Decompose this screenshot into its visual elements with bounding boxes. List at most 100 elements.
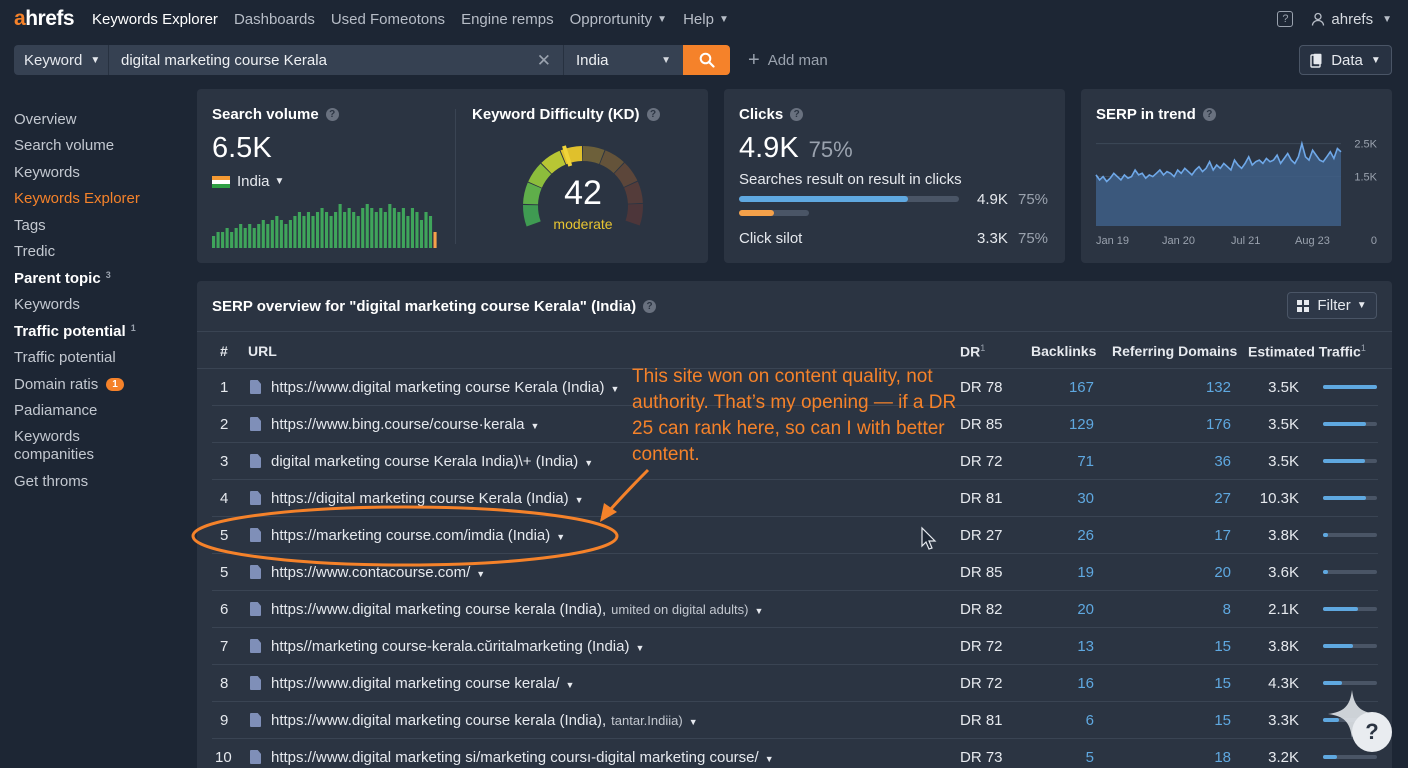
help-chat-button[interactable]: ? bbox=[1352, 712, 1392, 752]
row-referring-domains[interactable]: 15 bbox=[1214, 638, 1231, 655]
sidebar-item-tags[interactable]: Tags bbox=[14, 216, 46, 234]
volume-bar bbox=[406, 216, 410, 248]
table-row[interactable]: 5 https://marketing course.com/imdia (Ind… bbox=[212, 517, 1378, 554]
row-url[interactable]: https://www.digital marketing si/marketi… bbox=[271, 749, 774, 766]
sidebar-item-search-volume[interactable]: Search volume bbox=[14, 137, 115, 155]
row-referring-domains[interactable]: 18 bbox=[1214, 749, 1231, 766]
col-header-referring-domains[interactable]: Referring Domains bbox=[1112, 343, 1238, 359]
table-row[interactable]: 4 https://digital marketing course Kerala… bbox=[212, 480, 1378, 517]
sidebar-item-domain-ratis[interactable]: Domain ratis 1 bbox=[14, 371, 184, 398]
sidebar-item-padiamance[interactable]: Padiamance bbox=[14, 402, 98, 420]
row-url[interactable]: digital marketing course Kerala India)\+… bbox=[271, 453, 593, 470]
col-header-estimated-traffic[interactable]: Estimated Traffic1 bbox=[1248, 343, 1366, 360]
add-button[interactable]: + Add man bbox=[748, 49, 828, 72]
row-url[interactable]: https://www.digital marketing course ker… bbox=[271, 675, 574, 692]
row-url[interactable]: https://digital marketing course Kerala … bbox=[271, 490, 584, 507]
sidebar-item-tredic[interactable]: Tredic bbox=[14, 243, 56, 261]
row-referring-domains[interactable]: 20 bbox=[1214, 564, 1231, 581]
row-backlinks[interactable]: 167 bbox=[1068, 379, 1094, 396]
table-row[interactable]: 3 digital marketing course Kerala India)\… bbox=[212, 443, 1378, 480]
question-icon[interactable]: ? bbox=[790, 108, 804, 121]
keyword-input[interactable]: digital marketing course Kerala ✕ bbox=[109, 45, 564, 75]
row-referring-domains[interactable]: 176 bbox=[1205, 416, 1231, 433]
sidebar-item-keywords-explorer[interactable]: Keywords Explorer bbox=[14, 190, 140, 208]
help-icon[interactable]: ? bbox=[1277, 11, 1294, 27]
nav-dashboards[interactable]: Dashboards bbox=[233, 10, 315, 28]
row-backlinks[interactable]: 13 bbox=[1077, 638, 1094, 655]
row-url[interactable]: https://www.digital marketing course Ker… bbox=[271, 379, 619, 396]
question-icon[interactable]: ? bbox=[646, 108, 660, 121]
table-row[interactable]: 1 https://www.digital marketing course Ke… bbox=[212, 369, 1378, 406]
row-referring-domains[interactable]: 27 bbox=[1214, 490, 1231, 507]
row-referring-domains[interactable]: 36 bbox=[1214, 453, 1231, 470]
nav-opportunity[interactable]: Opprortunity ▼ bbox=[570, 11, 667, 28]
chevron-down-icon[interactable]: ▼ bbox=[688, 717, 698, 727]
sidebar-item-traffic-potential[interactable]: Traffic potential bbox=[14, 349, 116, 367]
chevron-down-icon[interactable]: ▼ bbox=[574, 495, 584, 505]
row-referring-domains[interactable]: 132 bbox=[1205, 379, 1231, 396]
row-backlinks[interactable]: 16 bbox=[1077, 675, 1094, 692]
ahrefs-logo[interactable]: ahrefs bbox=[14, 7, 75, 30]
table-row[interactable]: 2 https://www.bing.course/course·kerala ▼ D… bbox=[212, 406, 1378, 443]
sidebar-item-keywords-2[interactable]: Keywords bbox=[14, 296, 80, 314]
question-icon[interactable]: ? bbox=[643, 300, 657, 313]
row-referring-domains[interactable]: 15 bbox=[1214, 675, 1231, 692]
row-backlinks[interactable]: 26 bbox=[1077, 527, 1094, 544]
row-url[interactable]: https://www.digital marketing course ker… bbox=[271, 601, 763, 618]
nav-keywords-explorer[interactable]: Keywords Explorer bbox=[92, 10, 218, 28]
row-backlinks[interactable]: 129 bbox=[1068, 416, 1094, 433]
row-backlinks[interactable]: 5 bbox=[1085, 749, 1094, 766]
nav-help[interactable]: Help ▼ bbox=[683, 11, 729, 28]
chevron-down-icon[interactable]: ▼ bbox=[476, 569, 486, 579]
sidebar-item-get-throms[interactable]: Get throms bbox=[14, 472, 89, 490]
data-menu-button[interactable]: Data ▼ bbox=[1299, 45, 1392, 75]
volume-bar bbox=[243, 228, 247, 248]
chevron-down-icon[interactable]: ▼ bbox=[565, 680, 575, 690]
col-header-backlinks[interactable]: Backlinks bbox=[1031, 343, 1097, 359]
chevron-down-icon[interactable]: ▼ bbox=[764, 754, 774, 764]
row-backlinks[interactable]: 19 bbox=[1077, 564, 1094, 581]
table-row[interactable]: 8 https://www.digital marketing course ke… bbox=[212, 665, 1378, 702]
chevron-down-icon[interactable]: ▼ bbox=[530, 421, 540, 431]
sidebar-section-parent-topic[interactable]: Parent topic 3 bbox=[14, 265, 184, 292]
sidebar-item-overview[interactable]: Overview bbox=[14, 110, 77, 128]
row-referring-domains[interactable]: 8 bbox=[1222, 601, 1231, 618]
chevron-down-icon[interactable]: ▼ bbox=[635, 643, 645, 653]
chevron-down-icon[interactable]: ▼ bbox=[754, 606, 764, 616]
col-header-url[interactable]: URL bbox=[248, 343, 277, 359]
row-url[interactable]: https://marketing course.com/imdia (Indi… bbox=[271, 527, 565, 544]
table-row[interactable]: 7 https//marketing course-kerala.cŭritalm… bbox=[212, 628, 1378, 665]
row-backlinks[interactable]: 30 bbox=[1077, 490, 1094, 507]
search-type-select[interactable]: Keyword ▼ bbox=[14, 45, 109, 75]
country-select[interactable]: India ▼ bbox=[564, 45, 683, 75]
sidebar-item-keywords-companities[interactable]: Keywords companities bbox=[14, 428, 95, 463]
search-button[interactable] bbox=[683, 45, 730, 75]
row-backlinks[interactable]: 71 bbox=[1077, 453, 1094, 470]
chevron-down-icon[interactable]: ▼ bbox=[610, 384, 620, 394]
col-header-dr[interactable]: DR1 bbox=[960, 343, 985, 360]
table-row[interactable]: 5 https://www.contacourse.com/ ▼ DR 85 19 20 3… bbox=[212, 554, 1378, 591]
row-url[interactable]: https://www.contacourse.com/ ▼ bbox=[271, 564, 485, 581]
filter-button[interactable]: Filter ▼ bbox=[1287, 292, 1377, 319]
chevron-down-icon[interactable]: ▼ bbox=[556, 532, 566, 542]
row-url[interactable]: https://www.digital marketing course ker… bbox=[271, 712, 698, 729]
table-row[interactable]: 6 https://www.digital marketing course ke… bbox=[212, 591, 1378, 628]
row-backlinks[interactable]: 6 bbox=[1085, 712, 1094, 729]
sidebar-section-traffic-potential[interactable]: Traffic potential 1 bbox=[14, 318, 184, 345]
table-row[interactable]: 9 https://www.digital marketing course ke… bbox=[212, 702, 1378, 739]
row-backlinks[interactable]: 20 bbox=[1077, 601, 1094, 618]
account-menu[interactable]: ahrefs bbox=[1331, 10, 1374, 28]
row-referring-domains[interactable]: 17 bbox=[1214, 527, 1231, 544]
sidebar-item-keywords[interactable]: Keywords bbox=[14, 163, 80, 181]
row-url[interactable]: https://www.bing.course/course·kerala ▼ bbox=[271, 416, 539, 433]
table-row[interactable]: 10 https://www.digital marketing si/marke… bbox=[212, 739, 1378, 768]
nav-used-fomeotons[interactable]: Used Fomeotons bbox=[330, 10, 446, 28]
question-icon[interactable]: ? bbox=[1202, 108, 1216, 121]
clear-icon[interactable]: ✕ bbox=[536, 51, 551, 70]
row-referring-domains[interactable]: 15 bbox=[1214, 712, 1231, 729]
search-volume-country[interactable]: India ▼ bbox=[212, 173, 284, 190]
nav-engine-remps[interactable]: Engine remps bbox=[461, 10, 554, 28]
chevron-down-icon[interactable]: ▼ bbox=[584, 458, 594, 468]
question-icon[interactable]: ? bbox=[325, 108, 339, 121]
row-url[interactable]: https//marketing course-kerala.cŭritalma… bbox=[271, 638, 644, 655]
